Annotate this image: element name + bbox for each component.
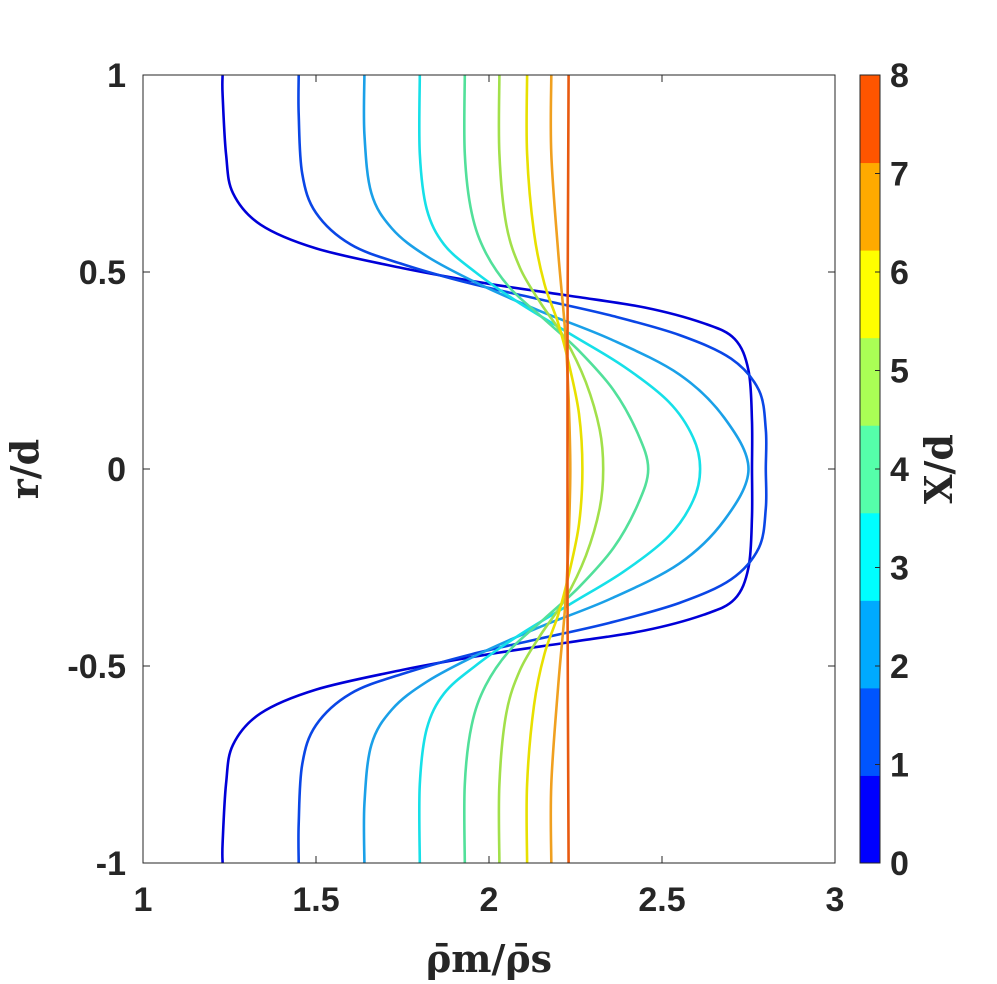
- series-line-2: [362, 74, 750, 864]
- x-axis-label: ρ̄m/ρ̄s: [426, 936, 552, 981]
- series-line-3: [417, 74, 702, 864]
- colorbar-tick-label: 3: [890, 550, 909, 588]
- colorbar: 0 1 2 3 4 5 6 7 8: [859, 57, 909, 883]
- y-axis-label: r/d: [2, 439, 47, 499]
- colorbar-tick-label: 2: [890, 648, 909, 686]
- colorbar-segment: [860, 600, 880, 689]
- colorbar-tick-label: 8: [890, 57, 909, 95]
- series-line-1: [297, 74, 768, 864]
- colorbar-segment: [860, 75, 880, 164]
- colorbar-segment: [860, 512, 880, 601]
- colorbar-tick-label: 1: [890, 747, 909, 785]
- x-tick-label: 3: [826, 881, 845, 919]
- colorbar-tick-label: 0: [890, 845, 909, 883]
- colorbar-segment: [860, 775, 880, 864]
- series-line-4: [462, 74, 650, 864]
- y-tick-label: 0.5: [79, 254, 126, 292]
- colorbar-segment: [860, 250, 880, 339]
- x-tick-label: 2: [480, 881, 499, 919]
- x-tick-label: 1.5: [292, 881, 339, 919]
- colorbar-segment: [860, 687, 880, 776]
- y-tick-label: -0.5: [67, 648, 126, 686]
- y-tick-label: 0: [107, 451, 126, 489]
- colorbar-tick-label: 4: [890, 451, 909, 489]
- x-tick-label: 2.5: [638, 881, 685, 919]
- colorbar-tick-label: 5: [890, 353, 909, 391]
- y-tick-label: -1: [96, 845, 126, 883]
- series-line-0: [221, 74, 754, 864]
- series-line-6: [525, 74, 584, 864]
- y-tick-label: 1: [107, 57, 126, 95]
- tick-layer: 1 1.5 2 2.5 3 -1 -0.5 0 0.5 1: [67, 57, 844, 919]
- colorbar-tick-label: 6: [890, 254, 909, 292]
- x-tick-label: 1: [134, 881, 153, 919]
- colorbar-label: X/d: [916, 434, 961, 504]
- colorbar-tick-label: 7: [890, 156, 909, 194]
- colorbar-segment: [860, 425, 880, 514]
- colorbar-segment: [860, 337, 880, 426]
- series-layer: [221, 74, 768, 864]
- series-line-5: [497, 74, 605, 864]
- colorbar-segment: [860, 162, 880, 251]
- series-line-8: [566, 74, 570, 864]
- series-line-7: [549, 74, 572, 864]
- plot-area: [143, 75, 835, 863]
